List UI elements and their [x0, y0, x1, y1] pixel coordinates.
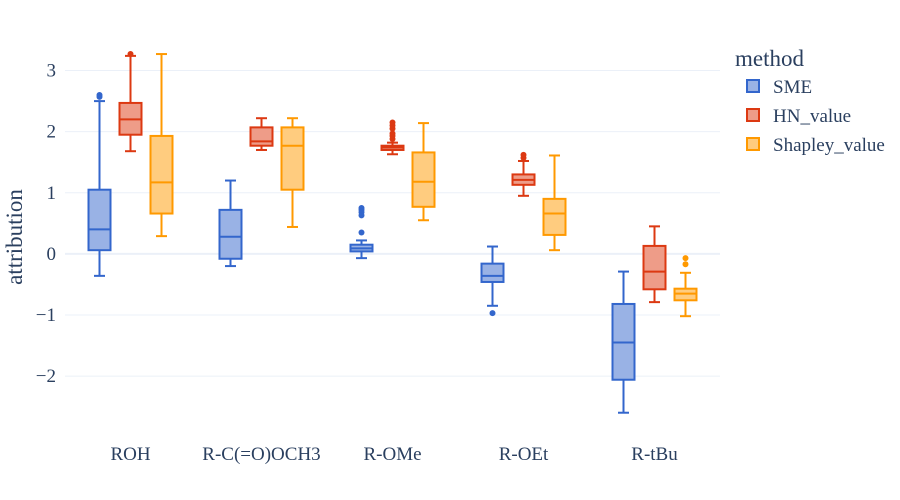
y-tick-label: −1: [36, 305, 56, 326]
x-tick-label: R-C(=O)OCH3: [202, 444, 320, 465]
legend-label: Shapley_value: [773, 135, 885, 156]
legend-title: method: [735, 46, 804, 71]
legend-swatch: [746, 79, 760, 93]
outlier-point: [489, 310, 496, 317]
box-HN_value-R-C(=O)OCH3: [249, 117, 274, 151]
legend-item-SME[interactable]: SME: [746, 77, 812, 98]
outlier-point: [682, 255, 689, 262]
legend-swatch: [746, 108, 760, 122]
iqr-box: [280, 126, 305, 191]
iqr-box: [542, 197, 567, 236]
box-HN_value-R-tBu: [642, 225, 667, 304]
box-SME-R-OMe: [349, 205, 374, 260]
x-tick-label: R-OEt: [499, 444, 549, 465]
outlier-point: [520, 151, 527, 158]
legend-swatch: [746, 137, 760, 151]
y-tick-label: 0: [47, 244, 57, 265]
x-tick-label: R-OMe: [363, 444, 421, 465]
box-SME-R-C(=O)OCH3: [218, 179, 243, 268]
x-tick-labels: ROH R-C(=O)OCH3 R-OMe R-OEt R-tBu: [110, 444, 678, 465]
box-HN_value-R-OMe: [380, 119, 405, 156]
y-tick-label: 3: [47, 61, 57, 82]
outlier-point: [682, 261, 689, 268]
legend-item-HN_value[interactable]: HN_value: [746, 106, 851, 127]
iqr-box: [642, 244, 667, 291]
y-axis-title: attribution: [2, 189, 27, 285]
box-Shapley_value-R-tBu: [673, 255, 698, 318]
box-SME-R-OEt: [480, 245, 505, 317]
x-tick-label: ROH: [110, 444, 150, 465]
iqr-box: [149, 134, 174, 215]
box-Shapley_value-R-C(=O)OCH3: [280, 117, 305, 228]
legend-label: SME: [773, 77, 812, 98]
iqr-box: [87, 188, 112, 252]
y-tick-label: −2: [36, 366, 56, 387]
box-SME-ROH: [87, 91, 112, 277]
box-HN_value-R-OEt: [511, 151, 536, 197]
y-tick-labels: −2 −1 0 1 2 3: [36, 61, 56, 388]
box-HN_value-ROH: [118, 51, 143, 153]
box-Shapley_value-ROH: [149, 53, 174, 238]
outlier-point: [389, 130, 396, 137]
outlier-point: [358, 205, 365, 212]
box-traces: [87, 51, 698, 414]
y-gridlines: [65, 70, 720, 377]
outlier-point: [96, 91, 103, 98]
y-tick-label: 2: [47, 122, 57, 143]
iqr-box: [249, 126, 274, 147]
iqr-box: [411, 151, 436, 208]
y-tick-label: 1: [47, 183, 57, 204]
box-SME-R-tBu: [611, 270, 636, 414]
outlier-point: [127, 51, 134, 58]
box-Shapley_value-R-OMe: [411, 122, 436, 222]
legend-item-Shapley_value[interactable]: Shapley_value: [746, 135, 885, 156]
outlier-point: [389, 119, 396, 126]
box-Shapley_value-R-OEt: [542, 154, 567, 252]
legend-label: HN_value: [773, 106, 851, 127]
iqr-box: [218, 208, 243, 260]
iqr-box: [480, 262, 505, 283]
legend: method SME HN_value Shapley_value: [735, 46, 885, 156]
x-tick-label: R-tBu: [631, 444, 678, 465]
outlier-point: [358, 229, 365, 236]
